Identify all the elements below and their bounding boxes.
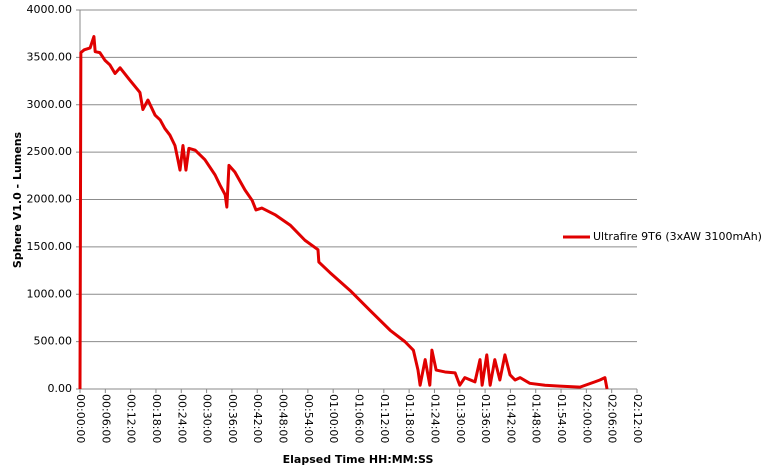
y-tick-label: 0.00 [48,382,73,395]
x-tick-label: 00:00:00 [74,394,87,443]
y-tick-label: 500.00 [34,335,73,348]
y-tick-label: 4000.00 [27,3,73,16]
x-tick-label: 00:12:00 [125,394,138,443]
x-tick-label: 01:12:00 [378,394,391,443]
x-tick-label: 00:42:00 [251,394,264,443]
x-tick-label: 00:36:00 [226,394,239,443]
x-tick-label: 01:48:00 [530,394,543,443]
x-tick-label: 00:06:00 [99,394,112,443]
y-tick-label: 2000.00 [27,193,73,206]
x-tick-label: 01:06:00 [353,394,366,443]
x-tick-label: 01:00:00 [327,394,340,443]
y-tick-label: 3000.00 [27,98,73,111]
data-line [78,35,609,390]
x-tick-label: 02:06:00 [606,394,619,443]
x-tick-label: 01:42:00 [504,394,517,443]
legend-label: Ultrafire 9T6 (3xAW 3100mAh) [593,230,762,243]
x-tick-label: 01:30:00 [454,394,467,443]
x-tick-label: 00:24:00 [175,394,188,443]
y-tick-label: 1000.00 [27,287,73,300]
x-tick-label: 02:00:00 [580,394,593,443]
x-tick-label: 00:18:00 [150,394,163,443]
x-tick-label: 02:12:00 [631,394,644,443]
x-tick-label: 01:36:00 [479,394,492,443]
y-tick-label: 1500.00 [27,240,73,253]
y-tick-label: 2500.00 [27,145,73,158]
y-axis-label: Sphere V1.0 - Lumens [11,131,24,268]
x-tick-label: 00:54:00 [302,394,315,443]
y-tick-label: 3500.00 [27,50,73,63]
x-tick-label: 01:18:00 [403,394,416,443]
x-tick-label: 00:30:00 [201,394,214,443]
x-axis-label: Elapsed Time HH:MM:SS [283,453,434,466]
x-tick-label: 01:24:00 [428,394,441,443]
x-tick-label: 00:48:00 [277,394,290,443]
x-tick-label: 01:54:00 [555,394,568,443]
